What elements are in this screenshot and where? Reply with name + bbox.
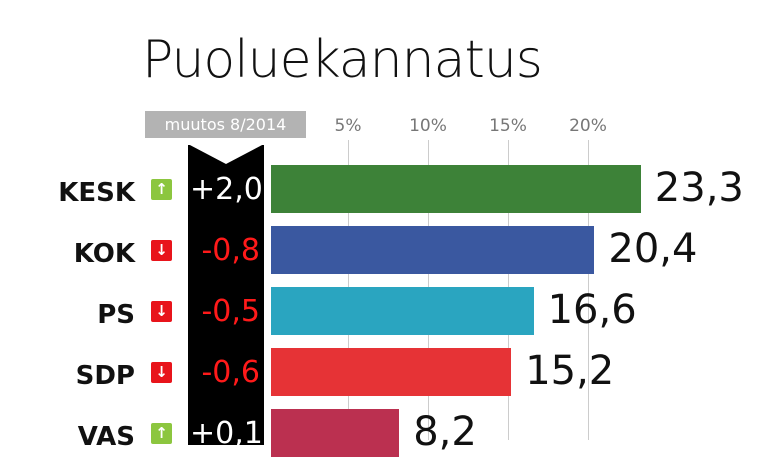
chart-title: Puoluekannatus — [142, 30, 543, 90]
x-tick-label: 10% — [409, 116, 447, 136]
change-value: +2,0 — [190, 172, 263, 207]
party-label: VAS — [77, 422, 135, 452]
gridline — [588, 140, 589, 440]
bar-kok — [271, 226, 595, 274]
value-label: 23,3 — [654, 165, 744, 211]
arrow-up-icon: ↑ — [151, 179, 172, 200]
arrow-down-icon: ↓ — [151, 362, 172, 383]
party-label: SDP — [75, 361, 135, 391]
arrow-up-icon: ↑ — [151, 423, 172, 444]
value-label: 20,4 — [608, 226, 698, 272]
value-label: 16,6 — [547, 287, 637, 333]
change-value: -0,6 — [201, 355, 260, 390]
arrow-down-icon: ↓ — [151, 301, 172, 322]
bar-sdp — [271, 348, 512, 396]
bar-kesk — [271, 165, 641, 213]
arrow-down-icon: ↓ — [151, 240, 172, 261]
change-value: +0,1 — [190, 416, 263, 451]
party-label: KESK — [58, 178, 135, 208]
bar-vas — [271, 409, 400, 457]
change-value: -0,5 — [201, 294, 260, 329]
change-column-notch — [188, 144, 264, 164]
value-label: 8,2 — [413, 409, 477, 455]
change-column — [188, 145, 264, 445]
x-tick-label: 15% — [489, 116, 527, 136]
value-label: 15,2 — [525, 348, 615, 394]
change-value: -0,8 — [201, 233, 260, 268]
bar-ps — [271, 287, 534, 335]
party-label: KOK — [73, 239, 135, 269]
x-tick-label: 20% — [569, 116, 607, 136]
x-tick-label: 5% — [334, 116, 362, 136]
change-header: muutos 8/2014 — [145, 111, 306, 138]
party-label: PS — [97, 300, 135, 330]
